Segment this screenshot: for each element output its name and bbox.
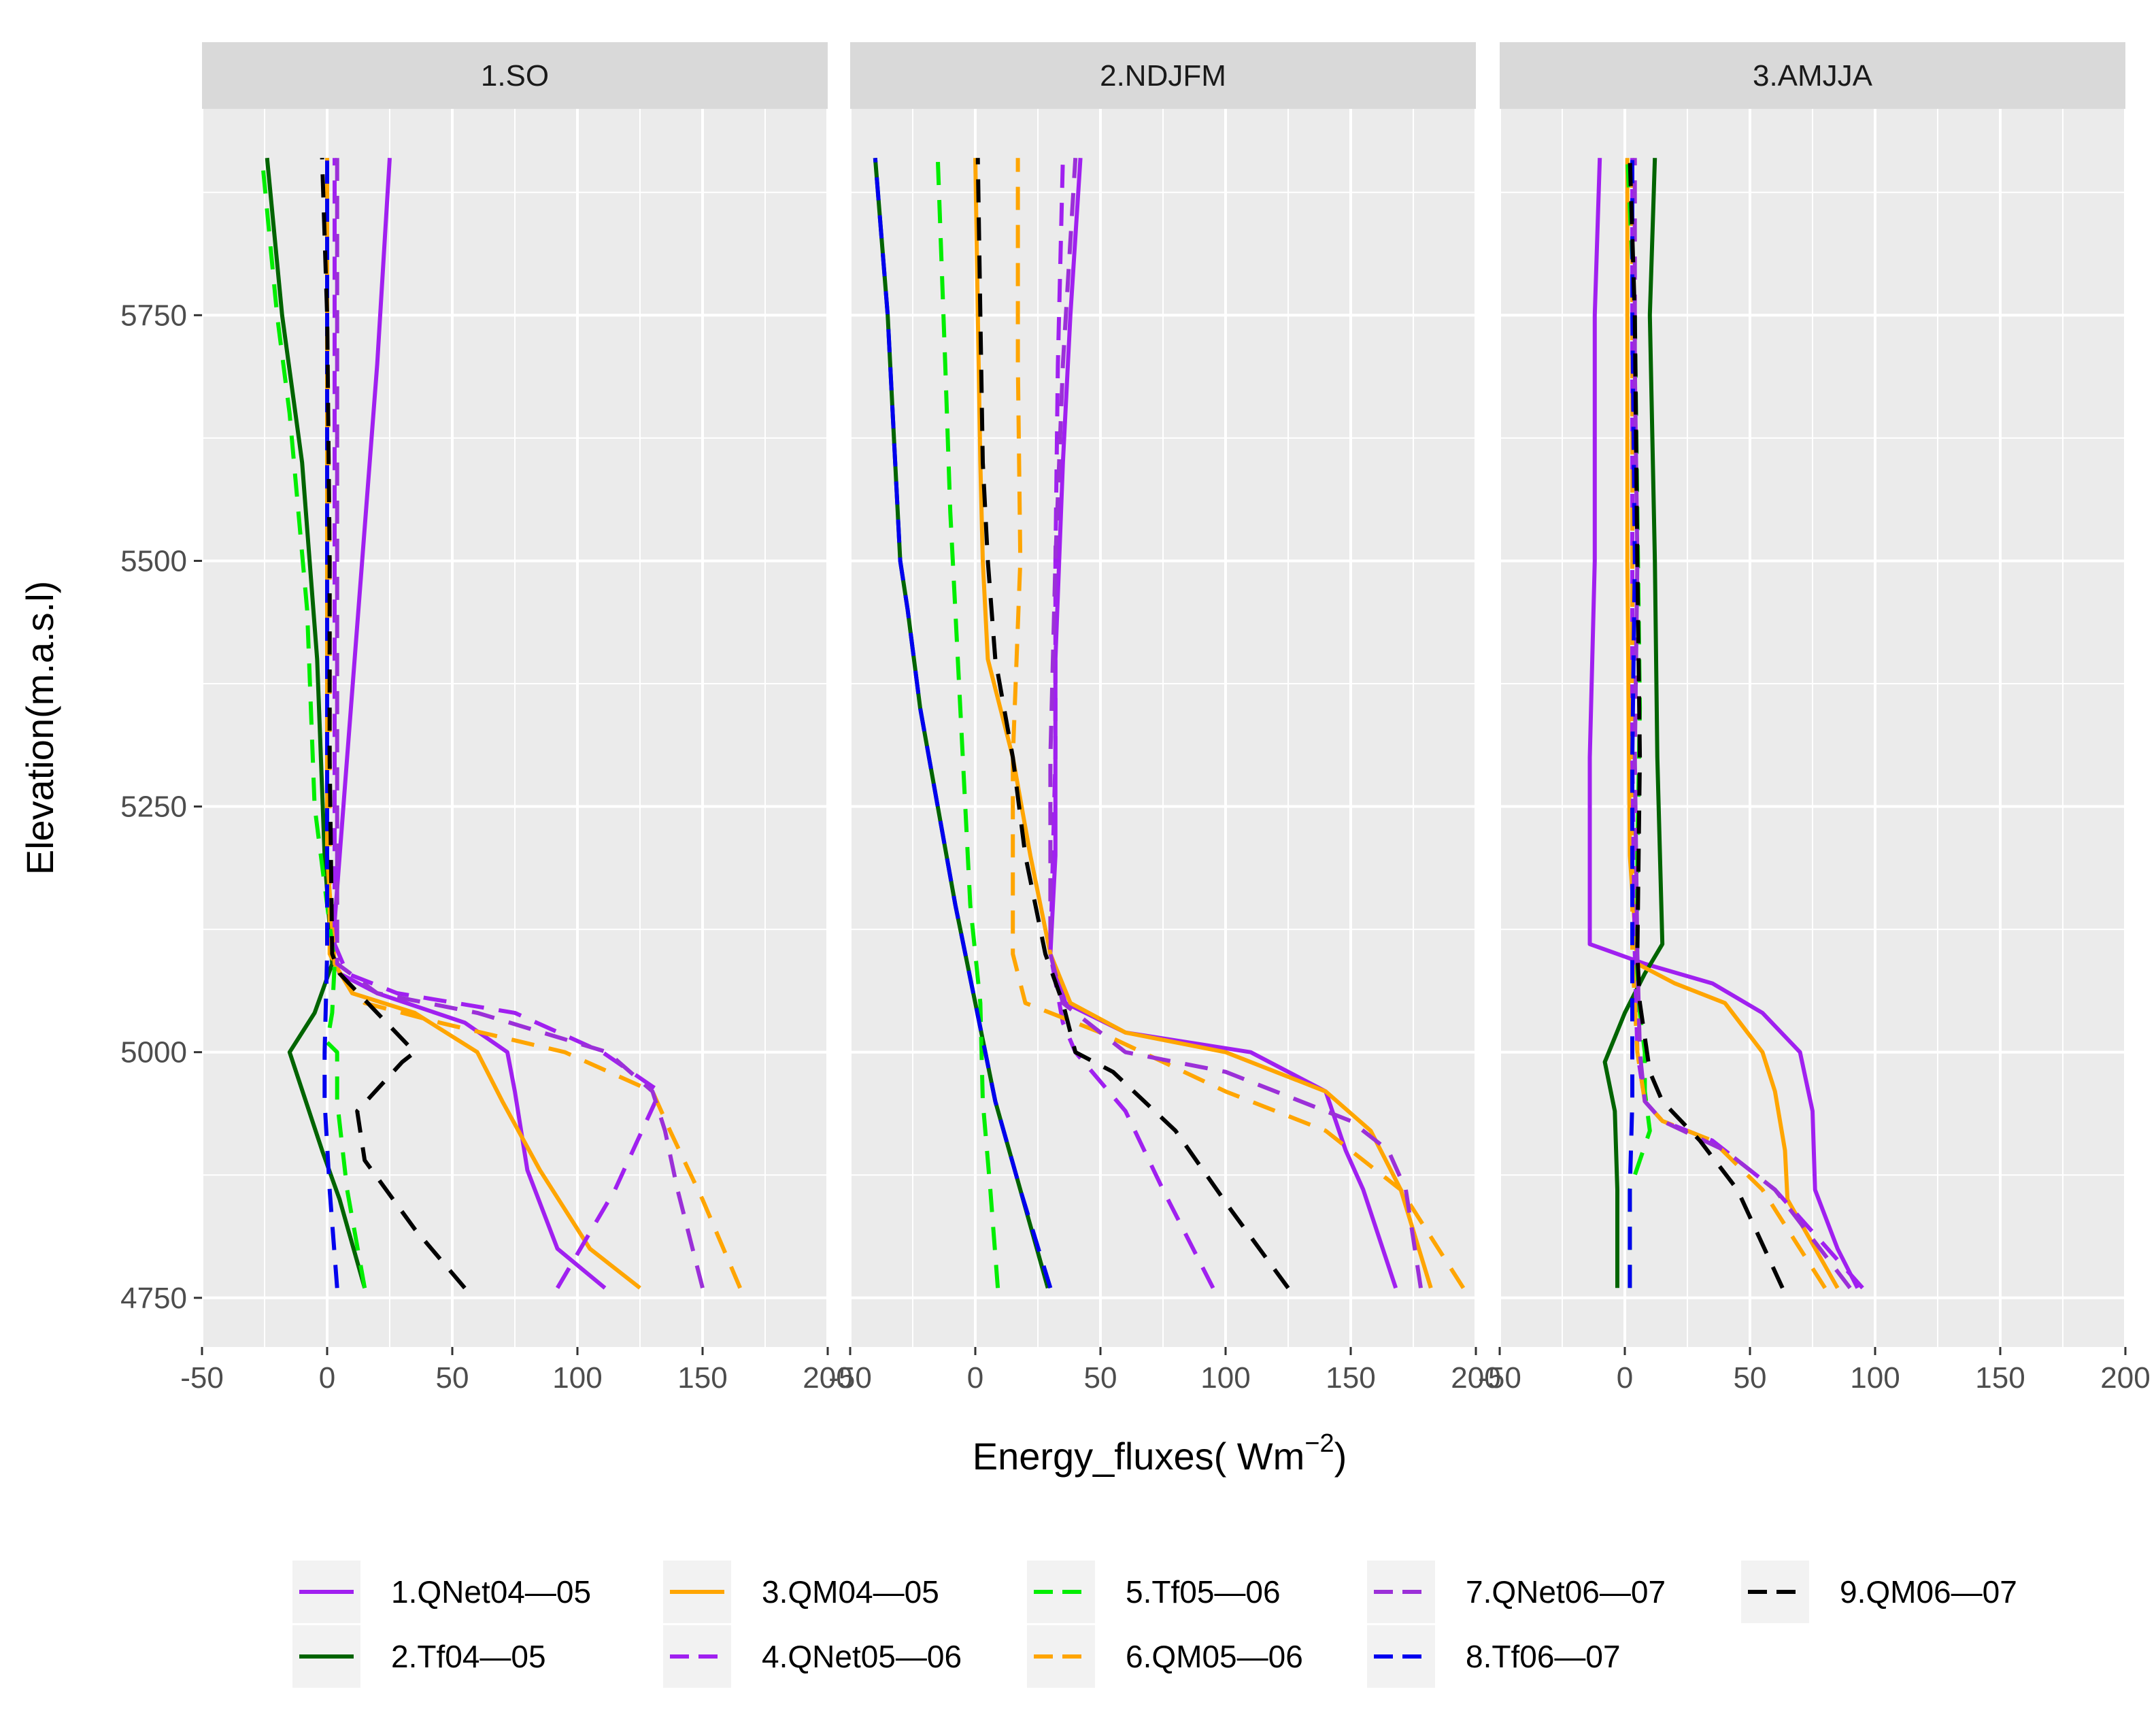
series-line-s6 <box>1630 158 1827 1289</box>
series-line-s3 <box>973 158 1433 1289</box>
legend-label: 4.QNet05—06 <box>762 1639 962 1674</box>
legend-item-s7: 7.QNet06—07 <box>1367 1561 1666 1623</box>
x-tick-label: 100 <box>552 1361 602 1395</box>
x-tick-label: 50 <box>436 1361 469 1395</box>
strip-3 <box>1500 42 2125 109</box>
series-line-s9 <box>975 158 1290 1290</box>
x-tick-label: 0 <box>1617 1361 1633 1395</box>
legend-label: 8.Tf06—07 <box>1466 1639 1621 1674</box>
x-tick-label: 150 <box>1326 1361 1375 1395</box>
series-line-s8 <box>1628 158 1637 1288</box>
legend-item-s3: 3.QM04—05 <box>663 1561 939 1623</box>
legend-item-s4: 4.QNet05—06 <box>663 1625 962 1688</box>
series-line-s4 <box>1048 158 1215 1289</box>
series-line-s9 <box>320 158 467 1290</box>
series-line-s6 <box>1011 158 1466 1289</box>
series-line-s1 <box>1587 158 1859 1289</box>
series-line-s7 <box>1048 158 1423 1288</box>
legend-label: 5.Tf05—06 <box>1126 1574 1281 1610</box>
x-tick-label: 100 <box>1850 1361 1900 1395</box>
x-tick-label: 50 <box>1734 1361 1767 1395</box>
x-tick-label: 100 <box>1200 1361 1250 1395</box>
series-line-s7 <box>1632 158 1852 1290</box>
y-tick-label: 4750 <box>120 1282 187 1315</box>
x-tick-label: -50 <box>180 1361 224 1395</box>
y-tick-label: 5750 <box>120 299 187 332</box>
series-line-s5 <box>260 157 367 1288</box>
y-tick-label: 5250 <box>120 790 187 824</box>
strip-2 <box>850 42 1476 109</box>
strip-1 <box>202 42 828 109</box>
series-line-s5 <box>935 158 1000 1288</box>
panel-1: 1.SO -50 0 50 100 150 200 <box>180 42 853 1395</box>
x-tick-label: 150 <box>677 1361 727 1395</box>
legend-label: 1.QNet04—05 <box>391 1574 591 1610</box>
x-tick-label: 0 <box>319 1361 335 1395</box>
legend: 1.QNet04—05 2.Tf04—05 3.QM04—05 4.QNet05—06… <box>292 1561 2017 1688</box>
strip-label-2: 2.NDJFM <box>1100 59 1226 93</box>
strip-label-1: 1.SO <box>481 59 549 93</box>
x-tick-label: 200 <box>803 1361 852 1395</box>
legend-item-s5: 5.Tf05—06 <box>1027 1561 1281 1623</box>
series-line-s4 <box>333 158 662 1289</box>
x-tick-label: 200 <box>2100 1361 2150 1395</box>
x-tick-label: -50 <box>1478 1361 1521 1395</box>
legend-label: 3.QM04—05 <box>762 1574 939 1610</box>
panels-layer: 1.SO -50 0 50 100 150 200 2.NDJFM -50 0 50 100 150 20… <box>180 42 2151 1395</box>
series-line-s4 <box>1630 158 1864 1290</box>
y-axis-title: Elevation(m.a.s.l) <box>18 581 61 876</box>
series-line-s7 <box>335 158 705 1289</box>
legend-item-s2: 2.Tf04—05 <box>292 1625 546 1688</box>
legend-item-s8: 8.Tf06—07 <box>1367 1625 1621 1688</box>
legend-item-s6: 6.QM05—06 <box>1027 1625 1303 1688</box>
legend-label: 2.Tf04—05 <box>391 1639 546 1674</box>
series-line-s8 <box>322 158 339 1288</box>
y-tick-label: 5000 <box>120 1036 187 1069</box>
legend-label: 6.QM05—06 <box>1126 1639 1303 1674</box>
panel-3: 3.AMJJA -50 0 50 100 150 200 <box>1478 42 2151 1395</box>
legend-label: 7.QNet06—07 <box>1466 1574 1666 1610</box>
x-tick-label: -50 <box>828 1361 872 1395</box>
series-line-s9 <box>1628 158 1785 1289</box>
legend-item-s9: 9.QM06—07 <box>1741 1561 2017 1623</box>
x-tick-label: 150 <box>1975 1361 2025 1395</box>
y-axis: 4750 5000 5250 5500 5750 <box>120 299 202 1315</box>
series-line-s3 <box>1625 158 1840 1289</box>
series-line-s2 <box>1602 158 1665 1288</box>
x-tick-label: 200 <box>1451 1361 1500 1395</box>
strip-label-3: 3.AMJJA <box>1753 59 1873 93</box>
x-tick-label: 0 <box>967 1361 983 1395</box>
legend-label: 9.QM06—07 <box>1840 1574 2017 1610</box>
x-tick-label: 50 <box>1084 1361 1117 1395</box>
y-tick-label: 5500 <box>120 544 187 578</box>
panel-2: 2.NDJFM -50 0 50 100 150 200 <box>828 42 1501 1395</box>
series-line-s8 <box>873 157 1053 1289</box>
x-axis-title: Energy_fluxes( Wm−2) <box>973 1429 1347 1478</box>
legend-item-s1: 1.QNet04—05 <box>292 1561 591 1623</box>
